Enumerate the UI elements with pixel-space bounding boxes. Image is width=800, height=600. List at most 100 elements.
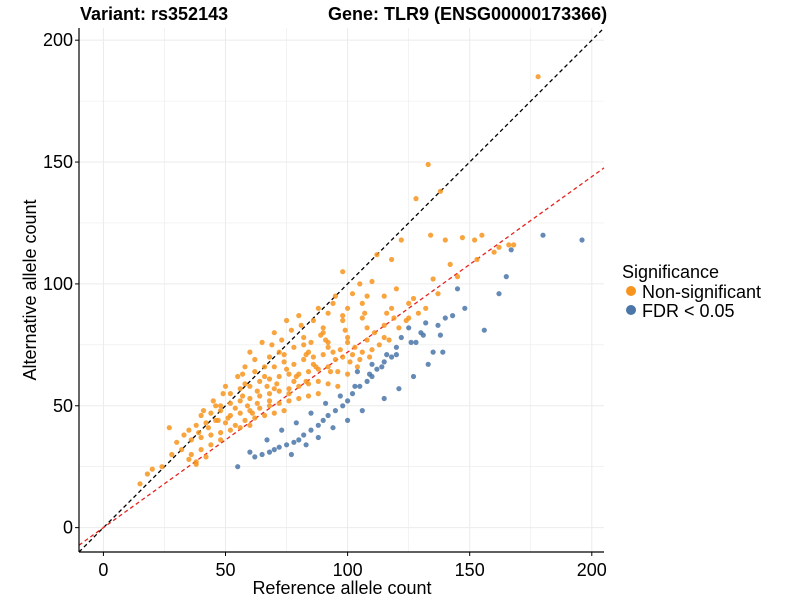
point-sig [296, 437, 302, 443]
point-nonsig [369, 347, 375, 353]
point-nonsig [218, 408, 224, 414]
point-nonsig [389, 305, 395, 311]
point-nonsig [237, 425, 243, 431]
point-sig [450, 313, 456, 319]
point-nonsig [264, 383, 270, 389]
point-nonsig [271, 364, 277, 370]
point-nonsig [506, 242, 512, 248]
point-nonsig [447, 261, 453, 267]
point-nonsig [232, 422, 238, 428]
point-nonsig [511, 242, 517, 248]
x-tick-label: 50 [215, 560, 235, 580]
point-nonsig [137, 481, 143, 487]
point-nonsig [315, 391, 321, 397]
point-nonsig [305, 349, 312, 355]
x-tick-label: 150 [455, 560, 485, 580]
point-nonsig [205, 425, 211, 431]
point-nonsig [435, 291, 441, 297]
point-nonsig [215, 417, 221, 423]
point-nonsig [232, 405, 238, 411]
point-nonsig [203, 454, 209, 460]
point-nonsig [381, 334, 387, 341]
point-sig [393, 344, 399, 350]
point-nonsig [415, 310, 421, 316]
point-nonsig [459, 235, 465, 241]
point-nonsig [381, 293, 387, 299]
point-nonsig [315, 378, 321, 384]
point-sig [308, 427, 314, 433]
point-nonsig [310, 317, 316, 324]
point-nonsig [188, 437, 194, 443]
point-nonsig [320, 325, 326, 331]
point-sig [413, 339, 419, 345]
point-sig [320, 417, 326, 423]
point-nonsig [266, 376, 273, 382]
point-nonsig [179, 447, 185, 453]
point-nonsig [252, 369, 258, 375]
point-nonsig [305, 369, 312, 375]
point-sig [389, 354, 395, 360]
point-nonsig [193, 422, 199, 428]
point-nonsig [423, 305, 429, 311]
point-sig [352, 383, 358, 389]
point-nonsig [247, 395, 253, 402]
identity-line [78, 27, 605, 553]
point-nonsig [410, 295, 417, 302]
grid [79, 28, 604, 552]
point-nonsig [347, 359, 353, 365]
point-nonsig [349, 291, 356, 297]
point-nonsig [332, 293, 338, 299]
point-sig [396, 386, 402, 392]
point-nonsig [240, 371, 246, 377]
point-nonsig [271, 330, 277, 336]
point-sig [259, 451, 265, 458]
point-nonsig [208, 432, 214, 438]
point-nonsig [276, 373, 282, 380]
point-sig [266, 449, 273, 455]
point-sig [271, 447, 277, 453]
point-nonsig [364, 325, 370, 331]
point-nonsig [406, 315, 412, 321]
point-nonsig [340, 269, 346, 275]
point-nonsig [413, 196, 419, 202]
point-nonsig [332, 356, 338, 363]
point-nonsig [237, 398, 243, 404]
point-nonsig [181, 432, 187, 438]
point-nonsig [291, 361, 297, 367]
point-nonsig [291, 378, 297, 384]
point-nonsig [240, 393, 246, 399]
point-sig [284, 442, 290, 448]
x-tick-label: 0 [98, 560, 108, 580]
point-sig [381, 395, 387, 402]
y-tick-label: 150 [43, 152, 73, 172]
point-sig [410, 373, 417, 380]
point-nonsig [235, 373, 241, 380]
point-nonsig [364, 337, 370, 343]
point-nonsig [247, 349, 253, 355]
legend-title: Significance [622, 262, 719, 282]
point-sig [437, 332, 443, 338]
point-sig [235, 464, 241, 470]
point-nonsig [259, 339, 265, 345]
point-nonsig [327, 369, 334, 375]
point-nonsig [198, 434, 204, 441]
point-sig [454, 286, 461, 292]
legend-label-nonsig: Non-significant [642, 282, 761, 302]
point-nonsig [213, 403, 219, 409]
point-nonsig [252, 415, 258, 421]
point-sig [291, 439, 297, 445]
point-nonsig [218, 430, 224, 436]
point-nonsig [320, 330, 326, 336]
point-nonsig [271, 386, 277, 392]
point-nonsig [249, 410, 255, 416]
point-nonsig [386, 337, 392, 343]
point-sig [315, 434, 321, 441]
point-sig [367, 371, 373, 377]
data-points [137, 74, 585, 487]
point-nonsig [291, 344, 297, 350]
point-sig [540, 232, 546, 238]
point-nonsig [288, 327, 294, 333]
point-nonsig [196, 430, 202, 436]
point-nonsig [276, 400, 282, 406]
point-nonsig [242, 381, 248, 387]
